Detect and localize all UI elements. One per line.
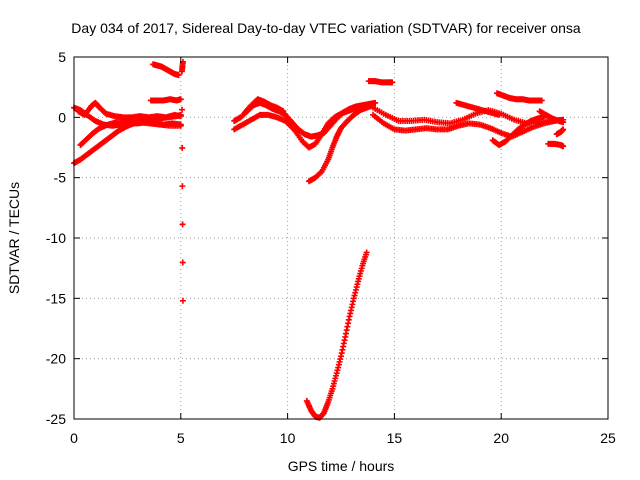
series-afternoon-descending-track bbox=[453, 99, 503, 118]
data-points bbox=[71, 58, 567, 421]
y-tick-label: -10 bbox=[46, 230, 66, 246]
y-axis-label: SDTVAR / TECUs bbox=[6, 182, 22, 294]
data-point bbox=[177, 122, 184, 129]
data-point bbox=[179, 106, 186, 113]
x-tick-label: 15 bbox=[387, 430, 403, 446]
data-point bbox=[389, 79, 396, 86]
series-morning-mid-track bbox=[147, 96, 184, 104]
x-tick-label: 25 bbox=[600, 430, 616, 446]
x-axis-label: GPS time / hours bbox=[288, 458, 395, 474]
data-point bbox=[175, 72, 182, 79]
data-point bbox=[280, 108, 287, 115]
series-morning-lower-track bbox=[77, 117, 184, 149]
x-tick-label: 20 bbox=[493, 430, 509, 446]
series-midday-lower-track bbox=[231, 102, 377, 151]
y-tick-label: -20 bbox=[46, 351, 66, 367]
x-tick-label: 0 bbox=[70, 430, 78, 446]
y-tick-label: 5 bbox=[58, 49, 66, 65]
data-point bbox=[317, 169, 324, 176]
series-evening-track bbox=[536, 108, 567, 126]
series-evening-mid-points bbox=[553, 126, 567, 138]
x-axis-ticks: 0 5 10 15 20 25 bbox=[70, 57, 616, 446]
data-point bbox=[179, 221, 186, 228]
data-point bbox=[177, 113, 184, 120]
data-point bbox=[560, 143, 567, 150]
series-morning-loop-track bbox=[75, 99, 184, 121]
series-afternoon-high-track bbox=[493, 90, 545, 104]
series-deep-dip-track bbox=[303, 249, 370, 421]
data-point bbox=[179, 144, 186, 151]
data-point bbox=[179, 183, 186, 190]
y-tick-label: -5 bbox=[54, 170, 67, 186]
chart-title: Day 034 of 2017, Sidereal Day-to-day VTE… bbox=[71, 20, 581, 36]
data-point bbox=[560, 126, 567, 133]
grid-lines bbox=[74, 57, 608, 419]
x-tick-label: 10 bbox=[280, 430, 296, 446]
data-point bbox=[560, 119, 567, 126]
y-tick-label: -25 bbox=[46, 411, 66, 427]
y-axis-ticks: 5 0 -5 -10 -15 -20 -25 bbox=[46, 49, 608, 427]
series-midday-upper-hump bbox=[241, 96, 287, 116]
series-isolated-points bbox=[178, 58, 186, 304]
data-point bbox=[179, 297, 186, 304]
data-point bbox=[177, 96, 184, 103]
series-afternoon-rising-track bbox=[489, 114, 547, 149]
series-evening-lower-track bbox=[545, 140, 567, 150]
series-morning-high-track bbox=[150, 61, 182, 79]
data-point bbox=[363, 249, 370, 256]
y-tick-label: 0 bbox=[58, 109, 66, 125]
x-tick-label: 5 bbox=[177, 430, 185, 446]
data-point bbox=[496, 111, 503, 118]
series-midday-high-points bbox=[365, 78, 396, 86]
data-point bbox=[178, 68, 185, 75]
data-point bbox=[538, 97, 545, 104]
data-point bbox=[179, 259, 186, 266]
y-tick-label: -15 bbox=[46, 290, 66, 306]
series-midday-rising-track bbox=[305, 102, 377, 185]
